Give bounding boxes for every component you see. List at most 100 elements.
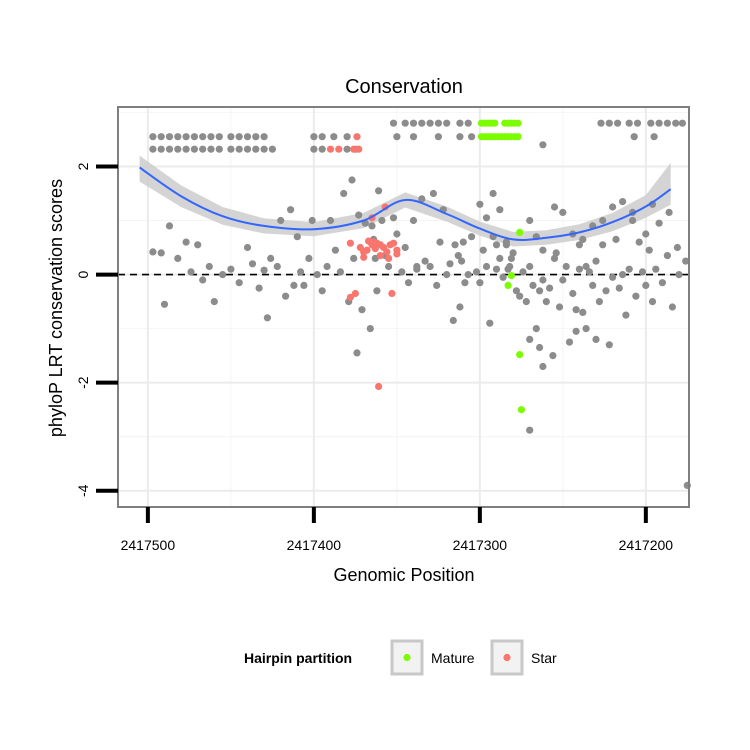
point-other [157,249,165,257]
point-other [227,145,235,153]
point-other [157,145,165,153]
point-other [519,268,527,276]
point-other [260,145,268,153]
point-other [526,216,534,225]
y-tick-label: 2 [75,162,91,170]
point-other [550,254,559,262]
x-tick-label: 2417300 [453,537,508,553]
point-other [348,176,356,184]
point-other [599,241,607,249]
point-other [449,316,457,325]
point-other [378,216,386,225]
point-other [243,145,252,153]
point-other [248,260,257,268]
point-other [350,254,358,262]
point-other [393,133,401,141]
point-other [522,298,530,306]
point-other [532,325,540,333]
point-other [165,222,174,230]
point-other [190,133,198,141]
point-other [174,254,182,262]
point-other [496,206,504,214]
point-other [385,262,393,271]
point-other [597,119,605,127]
point-other [655,119,663,127]
point-other [569,289,577,298]
chart-title: Conservation [345,76,463,98]
point-other [464,119,472,127]
point-other [539,141,547,149]
point-other [398,268,406,276]
point-other [273,262,281,271]
point-other [277,216,285,225]
point-other [492,241,501,249]
point-other [482,262,491,271]
point-other [529,281,537,289]
point-other [614,119,622,127]
point-other [207,145,215,153]
point-other [355,211,363,219]
point-other [174,133,182,141]
point-other [629,216,637,225]
point-other [542,298,550,306]
legend-title: Hairpin partition [244,650,352,666]
point-other [260,133,268,141]
point-other [313,271,321,279]
point-mature [514,119,522,127]
point-other [393,230,401,238]
point-other [526,335,534,343]
point-other [336,268,344,276]
point-other [426,262,434,271]
point-other [194,241,202,249]
point-star [389,239,398,247]
plot-frame [117,106,690,508]
point-other [479,246,487,254]
point-other [459,238,467,246]
point-other [579,308,587,316]
point-other [549,352,557,360]
point-other [205,262,213,271]
point-other [199,133,207,141]
x-tick-label: 2417200 [619,537,674,553]
point-other [340,189,348,198]
point-other [575,241,584,249]
x-axis-label: Genomic Position [333,565,474,585]
point-mature [517,406,526,414]
point-other [318,145,326,153]
point-other [187,268,195,276]
point-other [418,119,426,127]
point-other [149,248,157,256]
point-other [468,233,476,241]
point-other [297,268,305,276]
point-other [552,249,560,257]
legend: Hairpin partition Mature Star [244,639,557,676]
data-points [149,119,691,489]
point-other [331,246,339,254]
point-other [599,216,607,225]
point-other [592,335,600,343]
point-other [219,271,227,279]
point-other [268,145,276,153]
point-other [464,271,472,279]
point-other [675,271,683,279]
point-other [565,338,574,346]
point-other [308,216,316,225]
point-other [207,133,215,141]
point-other [287,206,295,214]
point-other [243,243,252,252]
point-other [482,214,491,222]
point-star [376,252,384,260]
point-other [476,279,484,287]
point-other [358,306,366,314]
point-other [215,145,223,153]
point-other [486,319,494,327]
point-other [255,284,263,292]
point-other [622,311,630,319]
plot-area [118,107,689,507]
point-other [210,298,218,306]
point-other [436,238,444,246]
x-tick-label: 2417500 [121,537,176,553]
point-other [507,254,515,262]
point-other [492,265,501,273]
